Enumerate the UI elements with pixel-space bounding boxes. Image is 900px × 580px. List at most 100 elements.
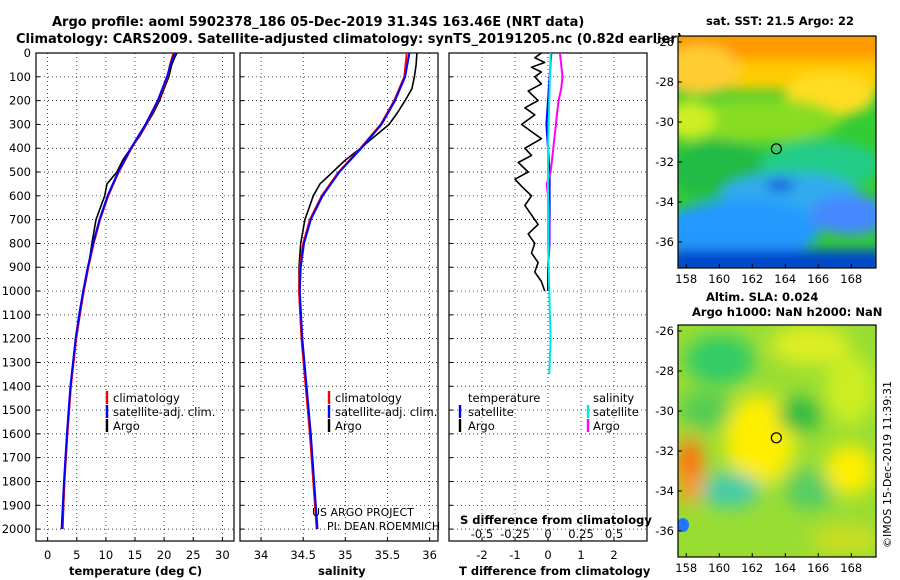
pi-annotation: PI: DEAN ROEMMICH [327,520,440,533]
x-tick-label: 36 [422,548,437,562]
legend-label: satellite-adj. clim. [335,405,437,419]
legend-label: climatology [335,391,402,405]
title-line1: Argo profile: aoml 5902378_186 05-Dec-20… [52,15,584,30]
depth-tick-label: 1700 [2,451,31,465]
depth-tick-label: 1900 [2,498,31,512]
depth-tick-label: 1800 [2,474,31,488]
x-tick-label: 0 [544,548,551,562]
difference-xlabel: T difference from climatology [459,564,651,578]
map-lon-tick-label: 160 [708,561,730,575]
temperature-chart: 0 5 10 15 20 25 30 [36,52,234,562]
series-line-satellite-adj-clim- [298,52,411,530]
sst-map-frame [677,35,877,269]
depth-tick-label: 900 [9,260,31,274]
map-lat-tick-label: -28 [655,364,674,378]
difference-legend: temperature salinity satellite Argo sate… [458,391,639,433]
x-tick-label: -2 [476,548,487,562]
legend-label: satellite [593,405,639,419]
depth-tick-label: 1000 [2,284,31,298]
map-lon-tick-label: 162 [741,272,763,286]
sla-map-axes: 158 160 162 164 166 168 -26 -28 -30 -32 -34 -36 [655,324,862,575]
salinity-panel [239,52,439,542]
depth-tick-label: 100 [9,70,31,84]
s-diff-tick-label: -0.25 [500,527,530,541]
salinity-legend: climatology satellite-adj. clim. Argo [327,391,437,433]
x-tick-label: 35.5 [375,548,401,562]
sst-map-axes: 158 160 162 164 166 168 -26 -28 -30 -32 -34 -36 [655,35,862,286]
temperature-xlabel: temperature (deg C) [69,564,202,578]
s-diff-tick-label: -0.5 [471,527,493,541]
map-lat-tick-label: -32 [655,155,674,169]
project-annotation: US ARGO PROJECT [312,506,414,519]
x-tick-label: 5 [73,548,80,562]
salinity-xlabel: salinity [318,564,366,578]
map-lat-tick-label: -32 [655,444,674,458]
s-diff-tick-label: 0 [544,527,551,541]
depth-tick-label: 1400 [2,379,31,393]
depth-tick-label: 1100 [2,308,31,322]
s-diff-tick-label: 0.5 [605,527,623,541]
sst-map [678,36,876,268]
sla-map-title-line1: Altim. SLA: 0.024 [706,290,818,304]
legend-label: Argo [335,419,362,433]
series-line-satellite-adj-clim- [60,52,176,530]
depth-tick-label: 700 [9,213,31,227]
x-tick-label: -1 [509,548,520,562]
sst-map-title: sat. SST: 21.5 Argo: 22 [706,14,854,28]
map-lat-tick-label: -36 [655,524,674,538]
depth-tick-label: 600 [9,189,31,203]
legend-label: satellite [468,405,514,419]
map-lat-tick-label: -34 [655,195,674,209]
map-lat-tick-label: -36 [655,235,674,249]
map-lon-tick-label: 162 [741,561,763,575]
x-tick-label: 20 [157,548,172,562]
legend-label: Argo [113,419,140,433]
imos-credit: ©IMOS 15-Dec-2019 11:39:31 [881,381,894,548]
s-diff-tick-label: 0.25 [568,527,594,541]
title-line2: Climatology: CARS2009. Satellite-adjuste… [16,32,683,47]
x-tick-label: 35 [338,548,353,562]
temperature-legend: climatology satellite-adj. clim. Argo [105,391,215,433]
depth-tick-label: 1200 [2,332,31,346]
depth-tick-label: 300 [9,117,31,131]
salinity-chart: 34 34.5 35 35.5 36 [240,52,438,562]
legend-label: satellite-adj. clim. [113,405,215,419]
legend-title-salinity: salinity [593,391,634,405]
legend-label: Argo [593,419,620,433]
map-lon-tick-label: 158 [675,272,697,286]
map-lat-tick-label: -30 [655,115,674,129]
sla-map [678,325,876,557]
map-lon-tick-label: 168 [840,272,862,286]
map-lat-tick-label: -30 [655,404,674,418]
x-tick-label: 0 [44,548,51,562]
x-tick-label: 34 [254,548,269,562]
sla-map-title-line2: Argo h1000: NaN h2000: NaN [692,305,882,319]
map-lat-tick-label: -26 [655,324,674,338]
x-tick-label: 10 [99,548,114,562]
x-tick-label: 34.5 [290,548,316,562]
depth-axis: 0 100 200 300 400 500 600 700 800 900 1000 1100 1200… [2,46,31,536]
map-lat-tick-label: -28 [655,75,674,89]
map-lon-tick-label: 160 [708,272,730,286]
map-lon-tick-label: 168 [840,561,862,575]
map-lon-tick-label: 166 [807,272,829,286]
legend-title-temperature: temperature [468,391,540,405]
sla-float-location-marker [770,432,782,444]
legend-label: climatology [113,391,180,405]
depth-tick-label: 200 [9,94,31,108]
sla-map-frame [677,324,877,558]
legend-label: Argo [468,419,495,433]
depth-tick-label: 0 [24,46,31,60]
map-lat-tick-label: -26 [655,35,674,49]
depth-tick-label: 400 [9,141,31,155]
series-line-t-argo [514,52,546,292]
x-tick-label: 15 [128,548,143,562]
depth-tick-label: 2000 [2,522,31,536]
s-difference-axis-label: S difference from climatology [460,513,652,527]
depth-tick-label: 1500 [2,403,31,417]
difference-chart: -2 -1 0 1 2 -0.5 -0.25 0 0.25 0.5 [449,52,647,562]
series-line-s-satellite [547,52,552,375]
map-lon-tick-label: 166 [807,561,829,575]
x-tick-label: 30 [215,548,230,562]
x-tick-label: 2 [610,548,617,562]
